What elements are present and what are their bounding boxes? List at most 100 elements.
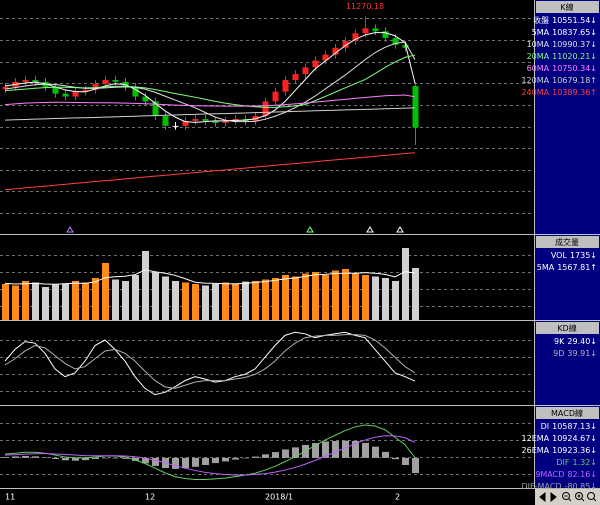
bar bbox=[172, 281, 179, 320]
candle-body bbox=[52, 86, 59, 94]
legend-trend: ↓ bbox=[590, 64, 597, 73]
bar bbox=[302, 273, 309, 320]
legend-entry: 120MA 10679.18↑ bbox=[521, 76, 597, 85]
bar bbox=[242, 457, 249, 459]
candle-body bbox=[182, 120, 189, 126]
candle-body bbox=[332, 47, 339, 55]
bar bbox=[142, 251, 149, 320]
candle-body bbox=[322, 54, 329, 61]
bar bbox=[212, 284, 219, 320]
zoom-out-icon[interactable] bbox=[562, 492, 572, 502]
candle-body bbox=[72, 91, 79, 97]
legend-value: 29.40 bbox=[567, 337, 590, 346]
bar bbox=[322, 275, 329, 320]
bar bbox=[322, 441, 329, 458]
legend-trend: ↓ bbox=[590, 470, 597, 479]
candle-body bbox=[392, 38, 399, 45]
signal-markers bbox=[66, 226, 404, 233]
legend-name: 240MA bbox=[521, 88, 549, 97]
legend-value: 10679.18 bbox=[552, 76, 590, 85]
bar bbox=[262, 279, 269, 320]
bar bbox=[312, 272, 319, 320]
bar bbox=[22, 456, 29, 458]
x-tick-label: 12 bbox=[145, 493, 155, 502]
legend-entry: 收盤 10551.54↓ bbox=[533, 15, 597, 25]
legend-trend: ↓ bbox=[590, 16, 597, 25]
legend-value: 10990.37 bbox=[552, 40, 590, 49]
legend-trend: ↓ bbox=[590, 422, 597, 431]
bar bbox=[222, 457, 229, 462]
legend-name: DIF-MACD bbox=[522, 482, 562, 491]
bar bbox=[342, 440, 349, 458]
zoom-reset-icon[interactable] bbox=[587, 492, 597, 502]
panel-title-box bbox=[536, 407, 599, 419]
legend-name: VOL bbox=[551, 251, 568, 260]
indicator-line bbox=[4, 152, 416, 191]
bar bbox=[62, 283, 69, 320]
bar bbox=[332, 270, 339, 320]
legend-trend: ↓ bbox=[590, 458, 597, 467]
bar bbox=[262, 454, 269, 458]
toolbar-icons bbox=[539, 491, 597, 503]
bar bbox=[232, 283, 239, 320]
candle-body bbox=[112, 80, 119, 82]
legend-name: 26EMA bbox=[522, 446, 550, 455]
legend-trend: ↓ bbox=[590, 52, 597, 61]
bar bbox=[212, 457, 219, 464]
bar bbox=[122, 281, 129, 320]
candle-body bbox=[142, 96, 149, 102]
bar bbox=[72, 281, 79, 320]
indicator-line bbox=[4, 424, 416, 480]
candle-body bbox=[62, 93, 69, 97]
legend-name: 收盤 bbox=[533, 15, 549, 25]
candle-body bbox=[382, 31, 389, 39]
scroll-right-icon[interactable] bbox=[550, 491, 557, 503]
legend-value: 1.32 bbox=[572, 458, 590, 467]
legend-name: 5MA bbox=[532, 28, 550, 37]
bar bbox=[152, 272, 159, 320]
candle-body bbox=[152, 101, 159, 117]
legend-name: 9K bbox=[554, 337, 565, 346]
bar bbox=[242, 281, 249, 320]
legend-value: -80.85 bbox=[565, 482, 591, 491]
candle-body bbox=[282, 80, 289, 92]
legend-value: 10924.67 bbox=[552, 434, 590, 443]
bar bbox=[32, 456, 39, 458]
indicator-line bbox=[4, 41, 416, 123]
legend-entry: 9D 39.91↓ bbox=[553, 349, 597, 358]
indicator-line bbox=[4, 334, 416, 389]
legend-name: 20MA bbox=[527, 52, 550, 61]
candle-body bbox=[342, 40, 349, 48]
bar bbox=[182, 282, 189, 320]
legend-trend: ↓ bbox=[590, 434, 597, 443]
candle-body bbox=[362, 28, 369, 34]
bar bbox=[122, 457, 129, 459]
legend-entry: 9MACD 82.16↓ bbox=[535, 470, 597, 479]
legend-value: 10551.54 bbox=[552, 16, 590, 25]
legend-value: 10923.36 bbox=[552, 446, 590, 455]
legend-entry: DI 10587.13↓ bbox=[541, 422, 597, 431]
bar bbox=[362, 275, 369, 320]
candle-body bbox=[372, 28, 379, 32]
bar bbox=[282, 449, 289, 458]
candle-body bbox=[202, 119, 209, 121]
max-price-label: 11270.18 bbox=[346, 2, 384, 11]
zoom-in-icon[interactable] bbox=[575, 492, 585, 502]
legend-trend: ↓ bbox=[590, 337, 597, 346]
bar bbox=[32, 282, 39, 320]
candle-body bbox=[2, 86, 9, 90]
candle-body bbox=[92, 83, 99, 90]
scroll-left-icon[interactable] bbox=[539, 491, 546, 503]
legend-entry: 60MA 10750.34↓ bbox=[527, 64, 597, 73]
legend-name: 60MA bbox=[527, 64, 550, 73]
bar bbox=[332, 441, 339, 458]
panel-title-box bbox=[536, 1, 599, 13]
legend-name: 12EMA bbox=[522, 434, 550, 443]
legend-trend: ↑ bbox=[590, 76, 597, 85]
bar bbox=[292, 276, 299, 320]
indicator-line bbox=[4, 107, 416, 121]
bar bbox=[392, 281, 399, 320]
bar bbox=[312, 443, 319, 458]
legend-trend: ↑ bbox=[590, 88, 597, 97]
bar bbox=[182, 457, 189, 469]
